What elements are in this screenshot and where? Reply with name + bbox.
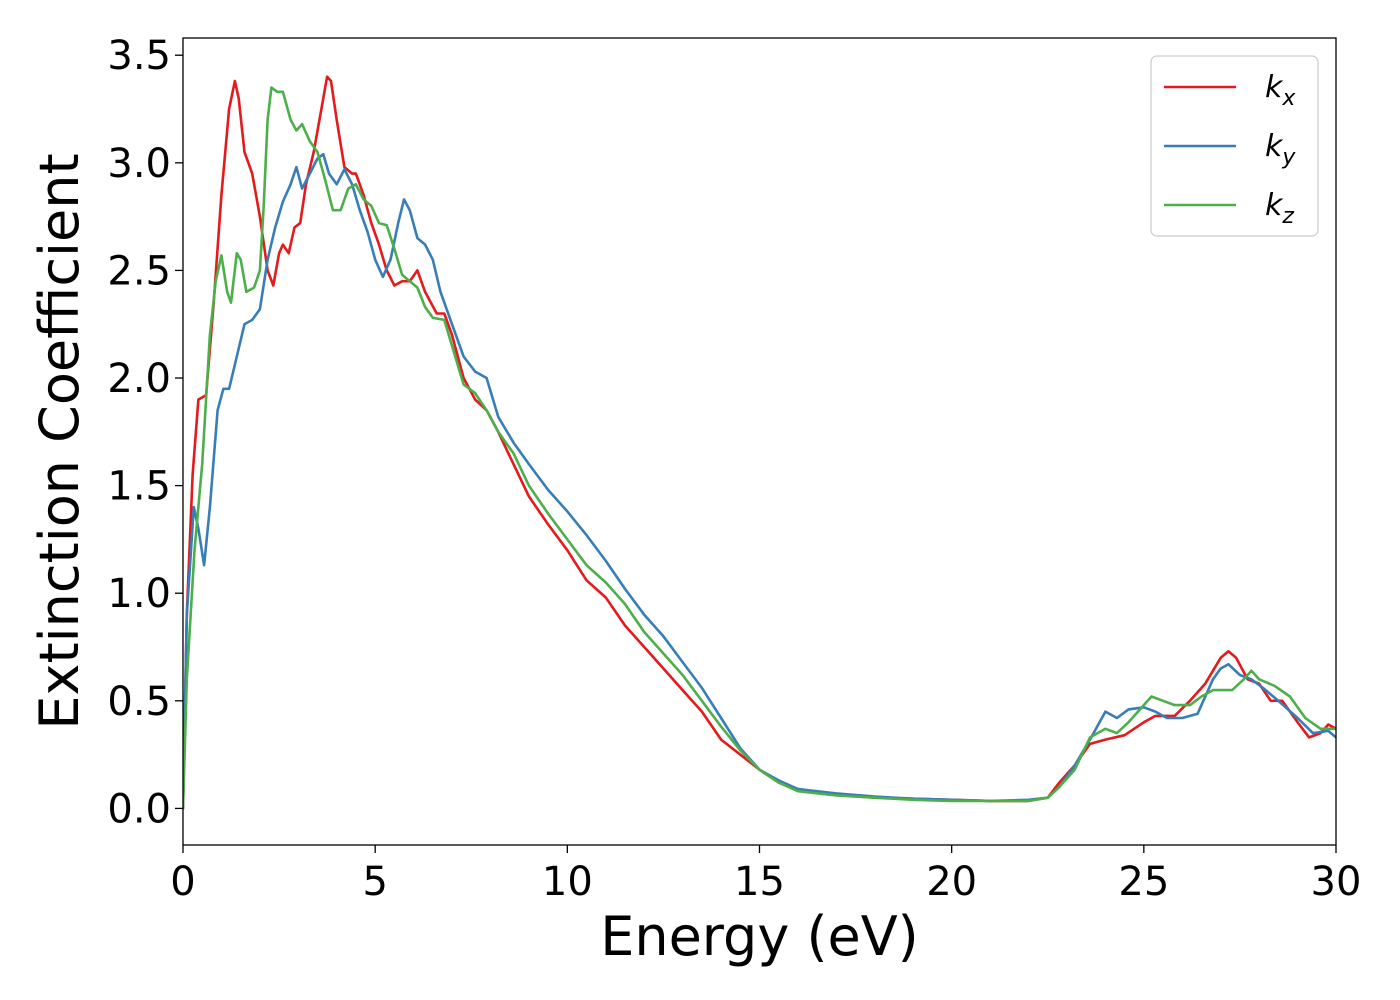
x-tick-label: 0 (170, 859, 195, 905)
y-axis-label: Extinction Coefficient (28, 153, 91, 729)
y-tick-label: 3.5 (107, 33, 171, 79)
y-tick-label: 1.0 (107, 571, 171, 617)
x-tick-label: 10 (542, 859, 593, 905)
y-tick-label: 1.5 (107, 464, 171, 510)
x-axis: 0 5 10 15 20 25 30 (170, 845, 1361, 905)
x-tick-label: 15 (734, 859, 785, 905)
x-tick-label: 30 (1311, 859, 1362, 905)
y-tick-label: 2.0 (107, 356, 171, 402)
legend-item-kx: kx (1164, 70, 1296, 111)
y-tick-label: 0.0 (107, 786, 171, 832)
series-line-kz (183, 86, 1336, 810)
y-axis: 0.0 0.5 1.0 1.5 2.0 2.5 3.0 3.5 (107, 33, 183, 832)
x-tick-label: 20 (926, 859, 977, 905)
series-layer (183, 75, 1336, 810)
x-axis-label: Energy (eV) (600, 905, 919, 968)
y-tick-label: 0.5 (107, 679, 171, 725)
x-tick-label: 5 (362, 859, 387, 905)
series-line-ky (183, 152, 1336, 810)
y-tick-label: 3.0 (107, 141, 171, 187)
series-line-kx (183, 75, 1336, 810)
x-tick-label: 25 (1118, 859, 1169, 905)
y-tick-label: 2.5 (107, 248, 171, 294)
